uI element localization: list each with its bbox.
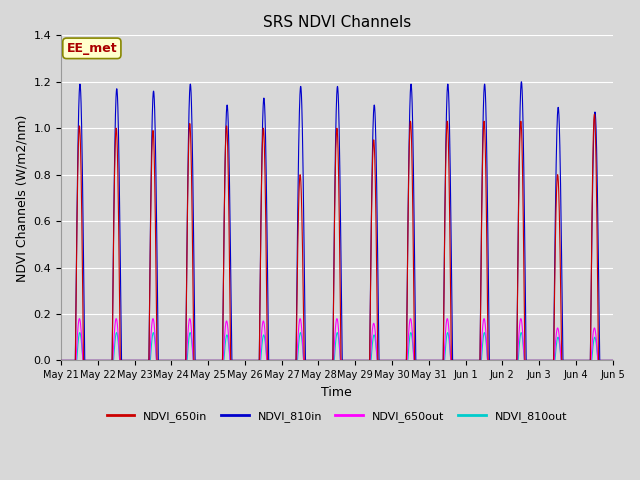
Y-axis label: NDVI Channels (W/m2/nm): NDVI Channels (W/m2/nm) [15, 114, 28, 282]
Legend: NDVI_650in, NDVI_810in, NDVI_650out, NDVI_810out: NDVI_650in, NDVI_810in, NDVI_650out, NDV… [102, 407, 572, 426]
Text: EE_met: EE_met [67, 42, 117, 55]
Title: SRS NDVI Channels: SRS NDVI Channels [262, 15, 411, 30]
X-axis label: Time: Time [321, 386, 352, 399]
